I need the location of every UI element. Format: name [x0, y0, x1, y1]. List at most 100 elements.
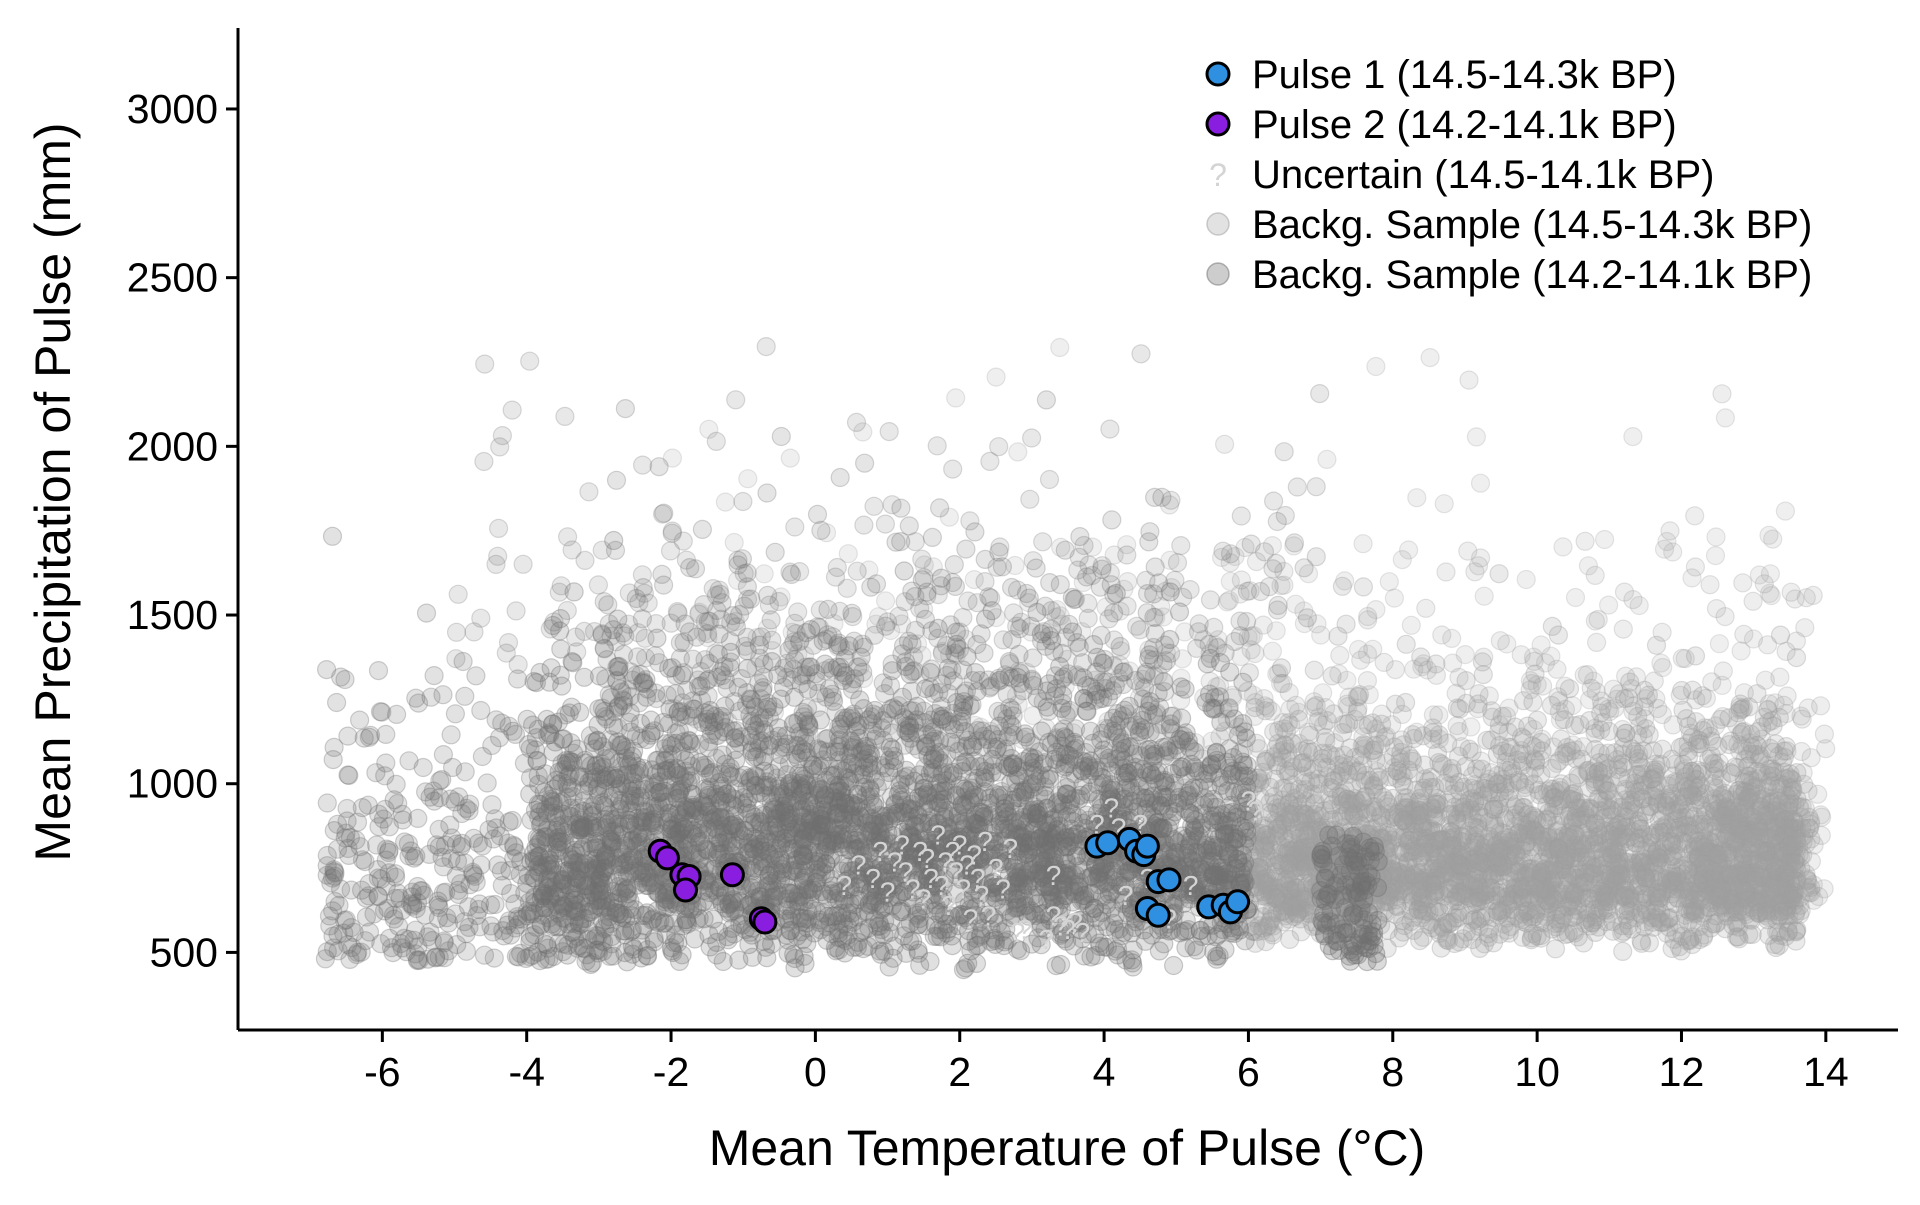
background-point — [1311, 625, 1331, 645]
background-point — [1620, 827, 1640, 847]
background-point — [1781, 845, 1801, 865]
background-point — [1497, 634, 1517, 654]
background-point — [1484, 890, 1504, 910]
background-point — [1749, 565, 1770, 585]
background-point — [1385, 904, 1406, 924]
background-point — [1709, 753, 1729, 773]
background-point — [1531, 876, 1551, 896]
background-point — [1369, 825, 1389, 845]
background-point — [1354, 739, 1374, 759]
background-point — [1423, 705, 1444, 725]
background-point — [1352, 790, 1372, 810]
background-point — [1697, 854, 1718, 874]
background-point — [1654, 837, 1674, 857]
background-point — [1262, 641, 1283, 661]
background-point — [1685, 506, 1705, 526]
background-point — [1780, 764, 1800, 784]
background-point — [1289, 841, 1309, 861]
background-point — [1426, 808, 1446, 829]
background-point — [1262, 903, 1283, 923]
background-point — [946, 388, 966, 408]
background-point — [1704, 878, 1724, 899]
background-point — [1551, 729, 1571, 749]
background-point — [1467, 892, 1487, 912]
background-point — [1332, 576, 1353, 596]
background-point — [1595, 887, 1615, 907]
background-point — [1347, 701, 1368, 722]
background-point — [1715, 606, 1735, 627]
background-point — [1438, 930, 1459, 951]
background-point — [1357, 803, 1377, 824]
background-point — [1652, 884, 1672, 904]
background-point — [1446, 683, 1466, 704]
background-point — [1632, 789, 1652, 809]
background-point — [1577, 847, 1597, 868]
background-point — [1715, 789, 1736, 810]
background-point — [1327, 850, 1347, 870]
background-point — [1489, 564, 1509, 584]
background-point — [1359, 685, 1379, 705]
background-point — [1555, 850, 1575, 871]
background-point — [1585, 611, 1606, 631]
background-point — [1450, 781, 1470, 801]
background-point — [1542, 840, 1563, 860]
background-point — [1745, 744, 1765, 765]
background-point — [1337, 670, 1357, 690]
background-point — [1454, 860, 1475, 881]
background-point — [1613, 941, 1633, 962]
background-point — [1740, 784, 1761, 805]
background-point — [1511, 840, 1532, 860]
background-point — [1392, 549, 1412, 570]
background-point — [1302, 820, 1322, 840]
background-point — [1320, 777, 1340, 798]
background-point — [1743, 887, 1763, 907]
background-point — [1472, 652, 1493, 672]
background-point — [1378, 920, 1398, 940]
background-point — [1343, 855, 1363, 876]
background-point — [1612, 923, 1632, 943]
background-point — [1483, 799, 1503, 819]
background-point — [1293, 783, 1313, 804]
background-point — [1514, 848, 1534, 868]
background-point — [1801, 829, 1821, 849]
background-point — [1282, 881, 1303, 901]
background-point — [1629, 829, 1650, 849]
background-point — [1660, 908, 1680, 928]
background-point — [1679, 929, 1700, 949]
background-point — [1509, 908, 1529, 928]
background-point — [1770, 667, 1790, 687]
background-point — [1761, 776, 1781, 796]
background-point — [1389, 862, 1409, 883]
background-point — [1594, 529, 1615, 550]
background-point — [1562, 695, 1582, 716]
background-point — [1703, 843, 1724, 864]
background-point — [1539, 839, 1560, 859]
background-point — [1524, 876, 1544, 896]
background-point — [1262, 885, 1282, 905]
background-point — [1703, 753, 1723, 773]
background-point — [1682, 568, 1702, 588]
background-point — [1666, 873, 1687, 894]
background-point — [1530, 867, 1550, 888]
background-point — [1414, 778, 1434, 798]
background-point — [1338, 793, 1358, 814]
background-point — [1220, 571, 1240, 592]
background-point — [1554, 880, 1575, 900]
background-point — [1786, 859, 1807, 880]
background-point — [1613, 737, 1633, 758]
background-point — [1245, 865, 1266, 885]
background-point — [1316, 731, 1336, 752]
background-point — [1785, 812, 1805, 832]
background-point — [1442, 758, 1462, 779]
background-point — [1276, 802, 1296, 822]
background-point — [1559, 884, 1580, 904]
background-point — [1260, 793, 1280, 813]
background-point — [1377, 858, 1397, 878]
background-point — [1675, 871, 1695, 891]
background-point — [1273, 843, 1293, 864]
background-point — [1430, 859, 1450, 879]
background-point — [1499, 737, 1519, 757]
background-point — [1331, 906, 1351, 926]
background-point — [1502, 889, 1522, 909]
background-point — [1730, 817, 1750, 837]
